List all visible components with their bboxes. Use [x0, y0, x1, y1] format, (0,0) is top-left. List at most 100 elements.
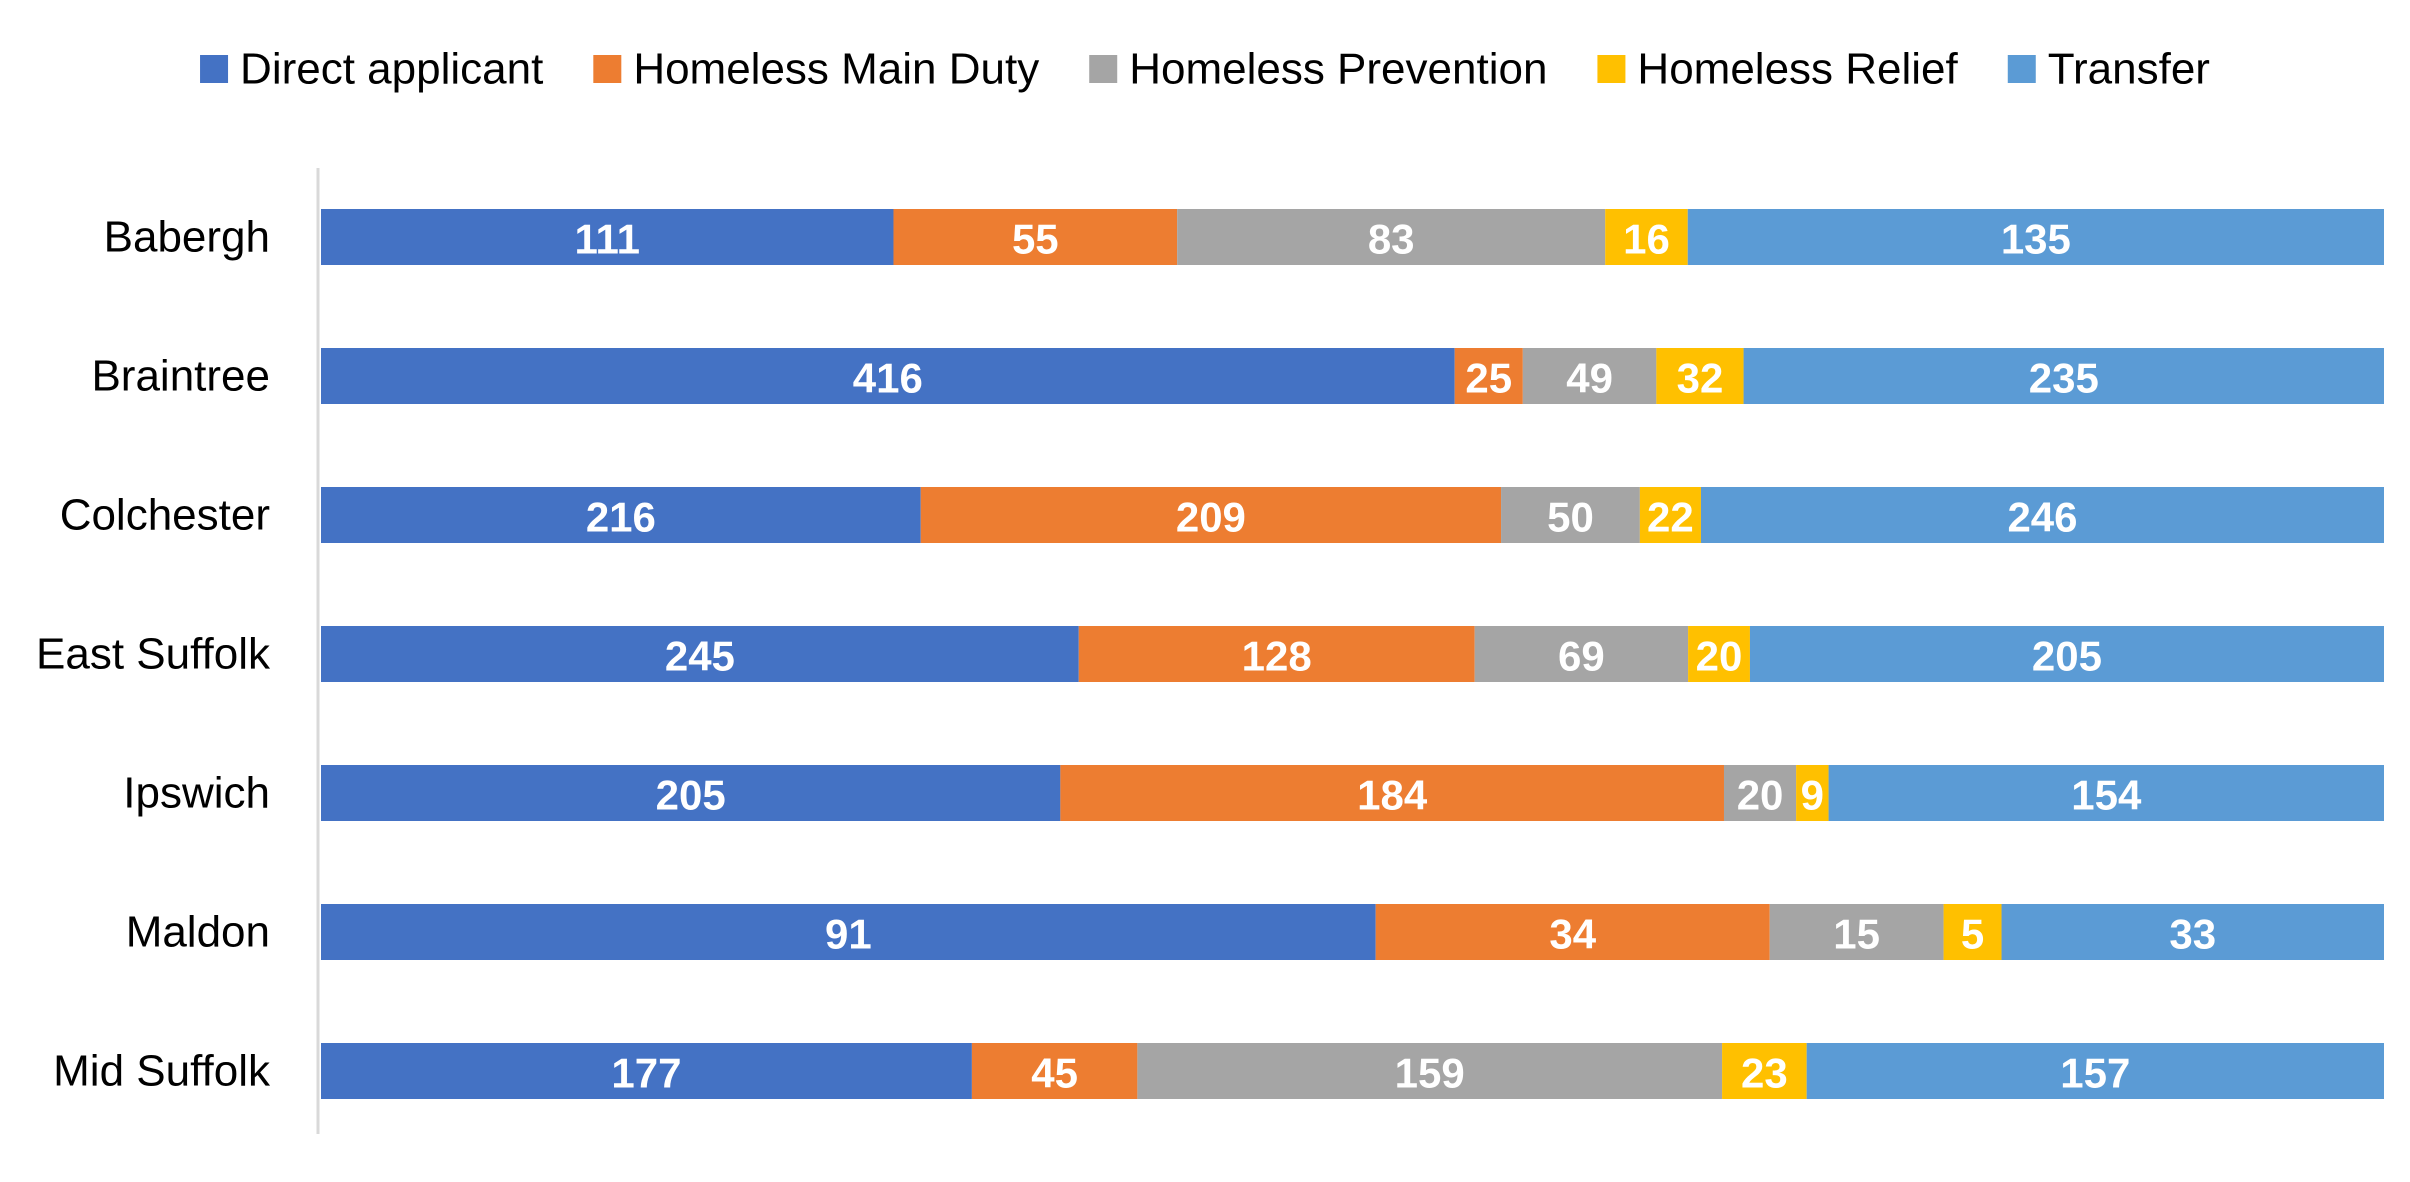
legend-label: Homeless Prevention: [1129, 45, 1547, 94]
bar-segment-homeless-main-duty: [920, 487, 1502, 543]
data-label: 184: [1357, 772, 1428, 819]
data-label: 16: [1623, 216, 1670, 263]
legend-swatch-transfer: [2007, 55, 2036, 83]
legend: Direct applicant Homeless Main Duty Homele…: [200, 45, 2210, 94]
data-label: 128: [1242, 633, 1312, 680]
data-label: 205: [2032, 633, 2102, 680]
data-label: 135: [2001, 216, 2071, 263]
data-label: 32: [1677, 355, 1724, 402]
bar-segment-transfer: [1828, 765, 2384, 821]
bar-segment-homeless-prevention: [1522, 348, 1657, 404]
category-label: Colchester: [60, 491, 270, 540]
bar-segment-homeless-main-duty: [1454, 348, 1523, 404]
bar-segment-homeless-main-duty: [1078, 626, 1475, 682]
bar-segment-homeless-relief: [1796, 765, 1829, 821]
bar-segment-homeless-prevention: [1501, 487, 1640, 543]
bar-segment-direct-applicant: [321, 487, 921, 543]
bar-segment-transfer: [1806, 1043, 2384, 1099]
data-label: 55: [1012, 216, 1059, 263]
data-label: 22: [1647, 494, 1694, 541]
legend-swatch-homeless-relief: [1597, 55, 1626, 83]
legend-item-transfer: Transfer: [2007, 45, 2210, 94]
data-label: 20: [1737, 772, 1784, 819]
data-label: 9: [1801, 772, 1824, 819]
data-label: 91: [825, 911, 872, 958]
data-label: 245: [665, 633, 735, 680]
data-label: 45: [1031, 1050, 1078, 1097]
bar-segment-homeless-main-duty: [1375, 904, 1770, 960]
bar-segment-direct-applicant: [321, 765, 1061, 821]
bar-segment-homeless-relief: [1639, 487, 1701, 543]
category-label: Braintree: [91, 352, 270, 401]
data-label: 20: [1696, 633, 1743, 680]
bar-segment-homeless-relief: [1943, 904, 2002, 960]
data-label: 83: [1368, 216, 1415, 263]
data-label: 205: [656, 772, 726, 819]
bar-segment-direct-applicant: [321, 209, 894, 265]
bar-segment-transfer: [1749, 626, 2384, 682]
data-label: 154: [2071, 772, 2142, 819]
legend-label: Homeless Relief: [1637, 45, 1958, 94]
bar-segment-homeless-main-duty: [971, 1043, 1138, 1099]
bar-segment-homeless-prevention: [1177, 209, 1606, 265]
legend-label: Homeless Main Duty: [633, 45, 1039, 94]
bar-row-east-suffolk: 245 128 69 20 205: [321, 626, 2384, 682]
data-label: 157: [2060, 1050, 2130, 1097]
data-label: 235: [2029, 355, 2099, 402]
data-label: 69: [1558, 633, 1605, 680]
bar-segment-homeless-relief: [1605, 209, 1688, 265]
bar-segment-homeless-main-duty: [1060, 765, 1724, 821]
bar-row-babergh: 111 55 83 16 135: [321, 209, 2384, 265]
data-label: 49: [1566, 355, 1613, 402]
bar-segment-homeless-main-duty: [893, 209, 1178, 265]
category-label: East Suffolk: [36, 630, 271, 679]
bar-segment-direct-applicant: [321, 904, 1376, 960]
bar-segment-transfer: [1687, 209, 2384, 265]
data-label: 15: [1833, 911, 1880, 958]
data-label: 23: [1741, 1050, 1788, 1097]
legend-item-homeless-relief: Homeless Relief: [1597, 45, 1959, 94]
data-label: 33: [2169, 911, 2216, 958]
bar-segment-direct-applicant: [321, 1043, 972, 1099]
data-label: 25: [1465, 355, 1512, 402]
bar-segment-homeless-relief: [1688, 626, 1750, 682]
legend-item-direct-applicant: Direct applicant: [200, 45, 543, 94]
bar-row-mid-suffolk: 177 45 159 23 157: [321, 1043, 2384, 1099]
bar-segment-homeless-prevention: [1474, 626, 1689, 682]
bar-row-braintree: 416 25 49 32 235: [321, 348, 2384, 404]
bar-segment-homeless-relief: [1656, 348, 1744, 404]
data-label: 159: [1395, 1050, 1465, 1097]
legend-label: Direct applicant: [240, 45, 543, 94]
data-label: 177: [611, 1050, 681, 1097]
data-label: 416: [853, 355, 923, 402]
bar-segment-homeless-prevention: [1723, 765, 1797, 821]
category-label: Mid Suffolk: [53, 1047, 271, 1096]
bar-row-ipswich: 205 184 20 9 154: [321, 765, 2384, 821]
bar-segment-homeless-relief: [1722, 1043, 1807, 1099]
legend-swatch-direct-applicant: [200, 55, 229, 83]
legend-item-homeless-main-duty: Homeless Main Duty: [593, 45, 1039, 94]
data-label: 209: [1176, 494, 1246, 541]
bar-segment-homeless-prevention: [1769, 904, 1944, 960]
bar-segment-direct-applicant: [321, 348, 1455, 404]
data-label: 246: [2007, 494, 2077, 541]
data-label: 111: [575, 216, 640, 263]
data-label: 5: [1961, 911, 1984, 958]
data-label: 50: [1547, 494, 1594, 541]
legend-item-homeless-prevention: Homeless Prevention: [1089, 45, 1547, 94]
bar-row-maldon: 91 34 15 5 33: [321, 904, 2384, 960]
bar-segment-transfer: [1700, 487, 2384, 543]
legend-label: Transfer: [2048, 45, 2210, 94]
bar-segment-homeless-prevention: [1137, 1043, 1723, 1099]
category-label: Maldon: [126, 908, 270, 957]
data-label: 216: [586, 494, 656, 541]
legend-swatch-homeless-main-duty: [593, 55, 622, 83]
legend-swatch-homeless-prevention: [1089, 55, 1118, 83]
category-labels: Babergh Braintree Colchester East Suffolk Ip…: [36, 213, 271, 1096]
bar-segment-transfer: [1743, 348, 2384, 404]
bar-row-colchester: 216 209 50 22 246: [321, 487, 2384, 543]
bar-segment-direct-applicant: [321, 626, 1079, 682]
category-label: Ipswich: [123, 769, 270, 818]
